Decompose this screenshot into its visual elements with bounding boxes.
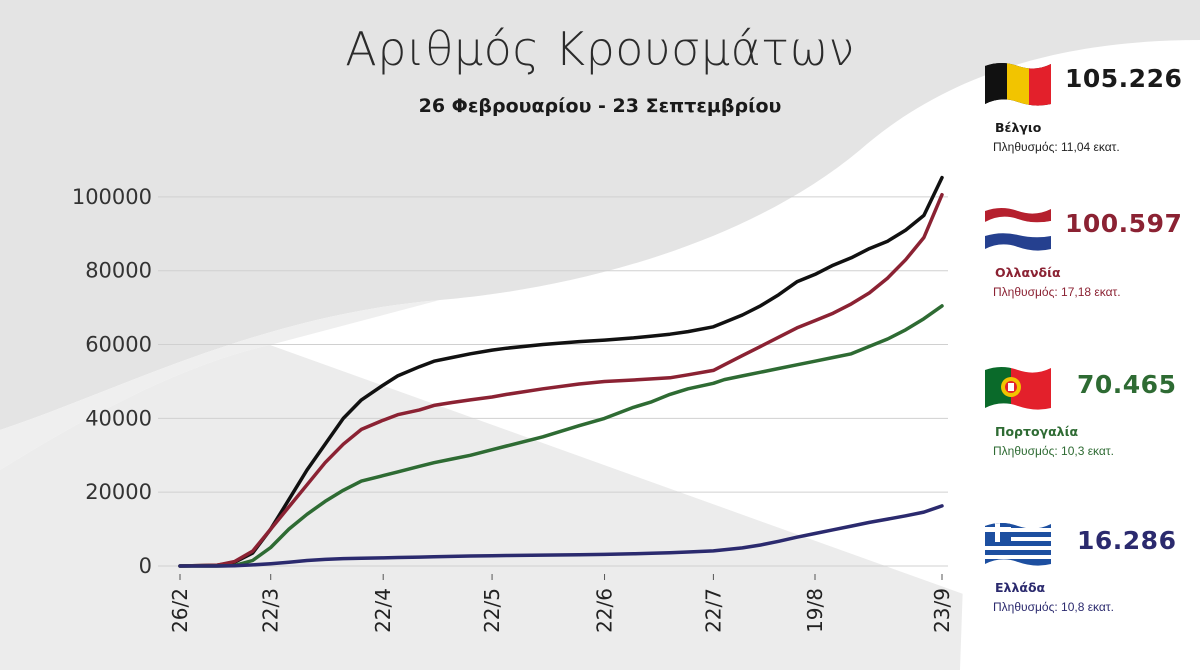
population-greece: Πληθυσμός: 10,8 εκατ. xyxy=(993,600,1114,614)
y-tick-label: 100000 xyxy=(72,185,152,209)
netherlands-flag-icon xyxy=(985,208,1051,251)
x-tick-label: 22/6 xyxy=(593,588,617,633)
y-axis-ticks: 0 20000 40000 60000 80000 100000 xyxy=(72,185,152,578)
name-netherlands: Ολλανδία xyxy=(995,265,1061,280)
y-tick-label: 60000 xyxy=(85,333,152,357)
chart-title: Αριθμός Κρουσμάτων xyxy=(345,22,855,76)
grid-lines xyxy=(158,196,948,567)
name-belgium: Βέλγιο xyxy=(995,120,1042,135)
name-portugal: Πορτογαλία xyxy=(995,424,1079,439)
population-portugal: Πληθυσμός: 10,3 εκατ. xyxy=(993,444,1114,458)
belgium-flag-icon xyxy=(985,63,1051,106)
x-tick-label: 19/8 xyxy=(803,588,827,633)
x-tick-label: 23/9 xyxy=(930,588,954,633)
population-belgium: Πληθυσμός: 11,04 εκατ. xyxy=(993,140,1120,154)
series-line-3 xyxy=(178,504,944,568)
x-tick-label: 26/2 xyxy=(168,588,192,633)
legend-item-portugal: 70.465 Πορτογαλία Πληθυσμός: 10,3 εκατ. xyxy=(985,362,1195,492)
population-netherlands: Πληθυσμός: 17,18 εκατ. xyxy=(993,285,1121,299)
legend-item-netherlands: 100.597 Ολλανδία Πληθυσμός: 17,18 εκατ. xyxy=(985,203,1195,333)
chart-subtitle: 26 Φεβρουαρίου - 23 Σεπτεμβρίου xyxy=(418,95,782,117)
series-lines xyxy=(178,175,944,568)
value-portugal: 70.465 xyxy=(1077,370,1177,399)
x-tick-label: 22/4 xyxy=(371,588,395,633)
legend-item-greece: 16.286 Ελλάδα Πληθυσμός: 10,8 εκατ. xyxy=(985,518,1195,648)
value-netherlands: 100.597 xyxy=(1065,209,1183,238)
series-line-1 xyxy=(178,192,944,568)
y-tick-label: 20000 xyxy=(85,480,152,504)
portugal-flag-icon xyxy=(985,367,1051,410)
y-tick-label: 40000 xyxy=(85,406,152,430)
x-tick-label: 22/5 xyxy=(480,588,504,633)
y-tick-label: 80000 xyxy=(85,259,152,283)
x-axis-ticks: 26/2 22/3 22/4 22/5 22/6 22/7 19/8 23/9 xyxy=(168,574,954,633)
value-belgium: 105.226 xyxy=(1065,64,1183,93)
x-tick-label: 22/7 xyxy=(701,588,725,633)
series-line-2 xyxy=(178,304,944,568)
x-tick-label: 22/3 xyxy=(259,588,283,633)
value-greece: 16.286 xyxy=(1077,526,1177,555)
series-line-0 xyxy=(178,175,944,568)
y-tick-label: 0 xyxy=(139,554,152,578)
name-greece: Ελλάδα xyxy=(995,580,1046,595)
legend-item-belgium: 105.226 Βέλγιο Πληθυσμός: 11,04 εκατ. xyxy=(985,58,1195,188)
greece-flag-icon xyxy=(985,523,1051,566)
